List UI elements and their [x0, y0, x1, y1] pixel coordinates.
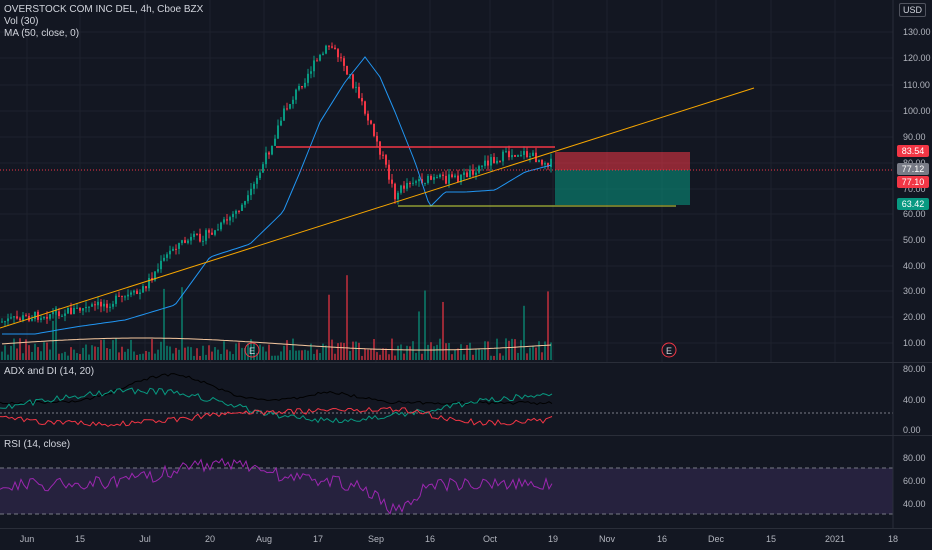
- ma-line: [2, 56, 552, 335]
- price-axis-label: 60.00: [903, 209, 926, 219]
- main-legend[interactable]: OVERSTOCK COM INC DEL, 4h, Cboe BZX Vol …: [4, 4, 203, 40]
- time-axis-label: Oct: [483, 534, 498, 544]
- time-axis-label: Sep: [368, 534, 384, 544]
- time-axis-label: 16: [657, 534, 667, 544]
- price-axis-label: 100.00: [903, 106, 931, 116]
- currency-badge[interactable]: USD: [898, 3, 926, 17]
- candles: [1, 42, 552, 327]
- earnings-marker[interactable]: E: [244, 342, 260, 358]
- volume-ma-line: [1, 337, 552, 351]
- price-axis-label: 70.00: [903, 184, 926, 194]
- price-axis-label: 40.00: [903, 261, 926, 271]
- rsi-axis[interactable]: 80.00 60.00 40.00: [892, 436, 926, 528]
- rsi-line: [0, 457, 553, 515]
- price-axis-label: 110.00: [903, 80, 930, 90]
- time-axis-label: 15: [766, 534, 776, 544]
- rsi-legend[interactable]: RSI (14, close): [4, 439, 71, 450]
- earnings-marker-upcoming[interactable]: E: [661, 342, 677, 358]
- time-axis-label: Jun: [20, 534, 35, 544]
- adx-axis-label: 80.00: [903, 364, 926, 374]
- adx-legend[interactable]: ADX and DI (14, 20): [4, 366, 95, 377]
- price-tag-target: 63.42: [897, 198, 929, 210]
- volume-bars: [1, 275, 552, 360]
- time-axis-label: Dec: [708, 534, 725, 544]
- time-axis-label: Aug: [256, 534, 272, 544]
- rsi-axis-label: 40.00: [903, 499, 926, 509]
- adx-axis[interactable]: 80.00 40.00 0.00: [892, 363, 926, 435]
- svg-text:E: E: [249, 346, 255, 356]
- price-tag-stop: 83.54: [897, 145, 929, 157]
- symbol-legend[interactable]: OVERSTOCK COM INC DEL, 4h, Cboe BZX: [4, 4, 204, 15]
- svg-text:77.10: 77.10: [902, 177, 925, 187]
- di-minus-line: [0, 406, 553, 427]
- price-tag-last: 77.10: [897, 176, 929, 188]
- rsi-band: [0, 468, 893, 514]
- adx-chart[interactable]: 80.00 40.00 0.00: [0, 363, 932, 435]
- adx-line: [0, 373, 553, 406]
- price-axis-label: 130.00: [903, 27, 931, 37]
- adx-axis-label: 0.00: [903, 425, 921, 435]
- trendline[interactable]: [0, 87, 755, 329]
- time-axis-label: 17: [313, 534, 323, 544]
- pane-separator[interactable]: [0, 435, 932, 436]
- time-axis-label: 18: [888, 534, 898, 544]
- adx-axis-label: 40.00: [903, 395, 926, 405]
- rsi-axis-label: 60.00: [903, 476, 926, 486]
- price-tag-current: 77.12: [897, 163, 929, 175]
- price-chart[interactable]: E E 130.00 120.00 110.00 100.00 90.00 80.00 70…: [0, 0, 932, 528]
- svg-text:63.42: 63.42: [902, 199, 925, 209]
- price-axis-label: 30.00: [903, 286, 926, 296]
- price-axis-label: 20.00: [903, 312, 926, 322]
- rsi-chart[interactable]: 80.00 60.00 40.00: [0, 436, 932, 528]
- take-profit-zone[interactable]: [555, 170, 690, 205]
- time-axis-label: 20: [205, 534, 215, 544]
- svg-text:77.12: 77.12: [902, 164, 925, 174]
- price-pane[interactable]: E E 130.00 120.00 110.00 100.00 90.00 80.00 70…: [0, 0, 932, 528]
- time-axis-label: 16: [425, 534, 435, 544]
- price-axis-label: 120.00: [903, 53, 931, 63]
- rsi-axis-label: 80.00: [903, 453, 926, 463]
- ma-legend[interactable]: MA (50, close, 0): [4, 28, 80, 39]
- pane-separator[interactable]: [0, 362, 932, 363]
- time-axis-label: 19: [548, 534, 558, 544]
- rsi-pane[interactable]: 80.00 60.00 40.00 RSI (14, close): [0, 436, 932, 528]
- price-axis-label: 10.00: [903, 338, 926, 348]
- time-axis[interactable]: Jun 15 Jul 20 Aug 17 Sep 16 Oct 19 Nov 16 Dec 15 2021 1…: [0, 528, 932, 550]
- time-axis-label: Jul: [139, 534, 151, 544]
- time-axis-label: Nov: [599, 534, 616, 544]
- stop-loss-zone[interactable]: [555, 152, 690, 170]
- time-axis-label: 15: [75, 534, 85, 544]
- time-axis-label: 2021: [825, 534, 845, 544]
- pane-separator: [0, 528, 932, 529]
- price-axis-label: 50.00: [903, 235, 926, 245]
- price-axis-label: 90.00: [903, 132, 926, 142]
- svg-text:83.54: 83.54: [902, 146, 925, 156]
- di-plus-line: [0, 387, 553, 424]
- adx-pane[interactable]: 80.00 40.00 0.00 ADX and DI (14, 20): [0, 363, 932, 435]
- svg-text:E: E: [666, 346, 672, 356]
- volume-legend[interactable]: Vol (30): [4, 16, 39, 27]
